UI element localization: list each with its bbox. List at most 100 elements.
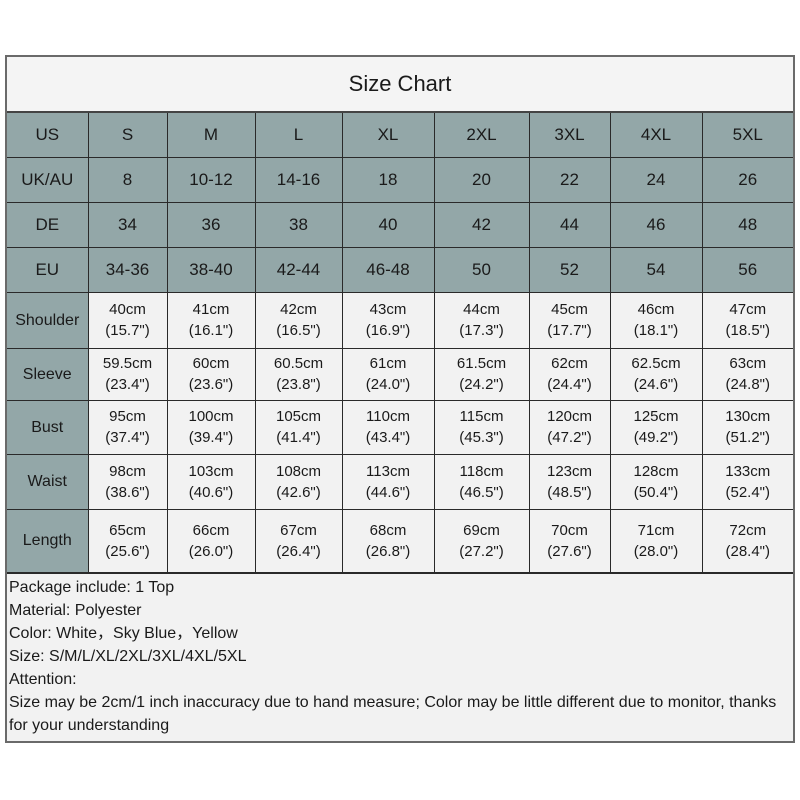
cm-value: 130cm <box>725 408 771 425</box>
inch-value: (38.6") <box>105 483 150 501</box>
inch-value: (17.7") <box>547 322 592 339</box>
size-cell: 34 <box>87 201 168 248</box>
measure-cell: 100cm (39.4") <box>166 399 256 455</box>
measure-cell: 113cm (44.6") <box>341 453 435 510</box>
cm-value: 44cm <box>463 301 500 318</box>
cm-value: 133cm <box>725 462 771 480</box>
measure-cell: 69cm (27.2") <box>433 508 530 573</box>
size-cell: 50 <box>433 246 530 293</box>
inch-value: (42.6") <box>276 483 321 501</box>
size-cell: M <box>166 111 256 158</box>
note-line: Size: S/M/L/XL/2XL/3XL/4XL/5XL <box>9 647 247 665</box>
size-cell: 22 <box>528 156 611 203</box>
row-label: Waist <box>7 453 89 510</box>
measure-cell: 60cm (23.6") <box>166 347 256 401</box>
measure-cell: 45cm (17.7") <box>528 291 611 349</box>
cm-value: 63cm <box>729 355 767 372</box>
cm-value: 103cm <box>188 462 234 480</box>
inch-value: (18.5") <box>725 322 770 339</box>
inch-value: (46.5") <box>459 483 504 501</box>
row-label: US <box>7 111 89 158</box>
inch-value: (27.2") <box>459 542 504 560</box>
table-row: Waist 98cm (38.6") 103cm (40.6") 108cm (42.6")… <box>7 453 793 510</box>
inch-value: (28.4") <box>725 542 770 560</box>
size-cell: 56 <box>701 246 793 293</box>
inch-value: (52.4") <box>725 483 770 501</box>
inch-value: (24.6") <box>633 376 679 393</box>
measure-cell: 43cm (16.9") <box>341 291 435 349</box>
size-cell: 38-40 <box>166 246 256 293</box>
size-cell: 54 <box>609 246 703 293</box>
inch-value: (24.8") <box>725 376 770 393</box>
size-cell: 5XL <box>701 111 793 158</box>
inch-value: (47.2") <box>547 429 592 446</box>
inch-value: (50.4") <box>633 483 679 501</box>
size-cell: 46 <box>609 201 703 248</box>
note-line: Package include: 1 Top <box>9 578 175 596</box>
cm-value: 67cm <box>280 521 317 539</box>
table-row: US S M L XL 2XL 3XL 4XL 5XL <box>7 111 793 158</box>
size-cell: 36 <box>166 201 256 248</box>
table-row: Length 65cm (25.6") 66cm (26.0") 67cm (26.4") 6… <box>7 508 793 573</box>
cm-value: 65cm <box>109 521 146 539</box>
inch-value: (26.0") <box>188 542 234 560</box>
measure-cell: 66cm (26.0") <box>166 508 256 573</box>
measure-cell: 65cm (25.6") <box>87 508 168 573</box>
size-cell: 42 <box>433 201 530 248</box>
cm-value: 98cm <box>109 462 146 480</box>
size-cell: S <box>87 111 168 158</box>
cm-value: 60cm <box>192 355 230 372</box>
measure-cell: 62cm (24.4") <box>528 347 611 401</box>
inch-value: (15.7") <box>105 322 150 339</box>
inch-value: (24.4") <box>547 376 592 393</box>
measure-cell: 123cm (48.5") <box>528 453 611 510</box>
measure-cell: 115cm (45.3") <box>433 399 530 455</box>
cm-value: 42cm <box>280 301 317 318</box>
measure-cell: 98cm (38.6") <box>87 453 168 510</box>
size-cell: 18 <box>341 156 435 203</box>
cm-value: 71cm <box>637 521 675 539</box>
measure-cell: 130cm (51.2") <box>701 399 793 455</box>
inch-value: (45.3") <box>459 429 504 446</box>
cm-value: 70cm <box>551 521 588 539</box>
size-cell: L <box>254 111 343 158</box>
cm-value: 41cm <box>192 301 230 318</box>
inch-value: (41.4") <box>276 429 321 446</box>
inch-value: (25.6") <box>105 542 150 560</box>
measure-cell: 103cm (40.6") <box>166 453 256 510</box>
measure-cell: 108cm (42.6") <box>254 453 343 510</box>
product-notes: Package include: 1 Top Material: Polyeste… <box>7 572 793 739</box>
size-chart: Size Chart US S M L XL 2XL 3XL 4XL 5XL UK/AU 8 10-1… <box>5 55 795 743</box>
size-cell: 40 <box>341 201 435 248</box>
measure-cell: 105cm (41.4") <box>254 399 343 455</box>
cm-value: 40cm <box>109 301 146 318</box>
size-cell: 24 <box>609 156 703 203</box>
measure-cell: 44cm (17.3") <box>433 291 530 349</box>
size-cell: 8 <box>87 156 168 203</box>
note-line: Color: White，Sky Blue，Yellow <box>9 624 238 642</box>
cm-value: 125cm <box>633 408 679 425</box>
cm-value: 110cm <box>366 408 410 425</box>
cm-value: 120cm <box>546 408 593 425</box>
cm-value: 61cm <box>369 355 407 372</box>
inch-value: (28.0") <box>633 542 679 560</box>
measure-cell: 133cm (52.4") <box>701 453 793 510</box>
inch-value: (26.8") <box>365 542 411 560</box>
measure-cell: 59.5cm (23.4") <box>87 347 168 401</box>
size-cell: 3XL <box>528 111 611 158</box>
cm-value: 60.5cm <box>273 355 324 372</box>
table-row: Bust 95cm (37.4") 100cm (39.4") 105cm (41.4") 1… <box>7 399 793 455</box>
inch-value: (23.8") <box>276 376 321 393</box>
inch-value: (43.4") <box>365 429 411 446</box>
cm-value: 108cm <box>275 462 322 480</box>
measure-cell: 67cm (26.4") <box>254 508 343 573</box>
size-cell: 44 <box>528 201 611 248</box>
size-table: US S M L XL 2XL 3XL 4XL 5XL UK/AU 8 10-12 14-16 18 20 2… <box>7 111 793 573</box>
size-cell: 48 <box>701 201 793 248</box>
inch-value: (24.2") <box>459 376 504 393</box>
note-line: Material: Polyester <box>9 601 142 619</box>
note-line: Size may be 2cm/1 inch inaccuracy due to… <box>9 693 777 734</box>
cm-value: 123cm <box>546 462 593 480</box>
inch-value: (27.6") <box>547 542 592 560</box>
cm-value: 68cm <box>369 521 407 539</box>
